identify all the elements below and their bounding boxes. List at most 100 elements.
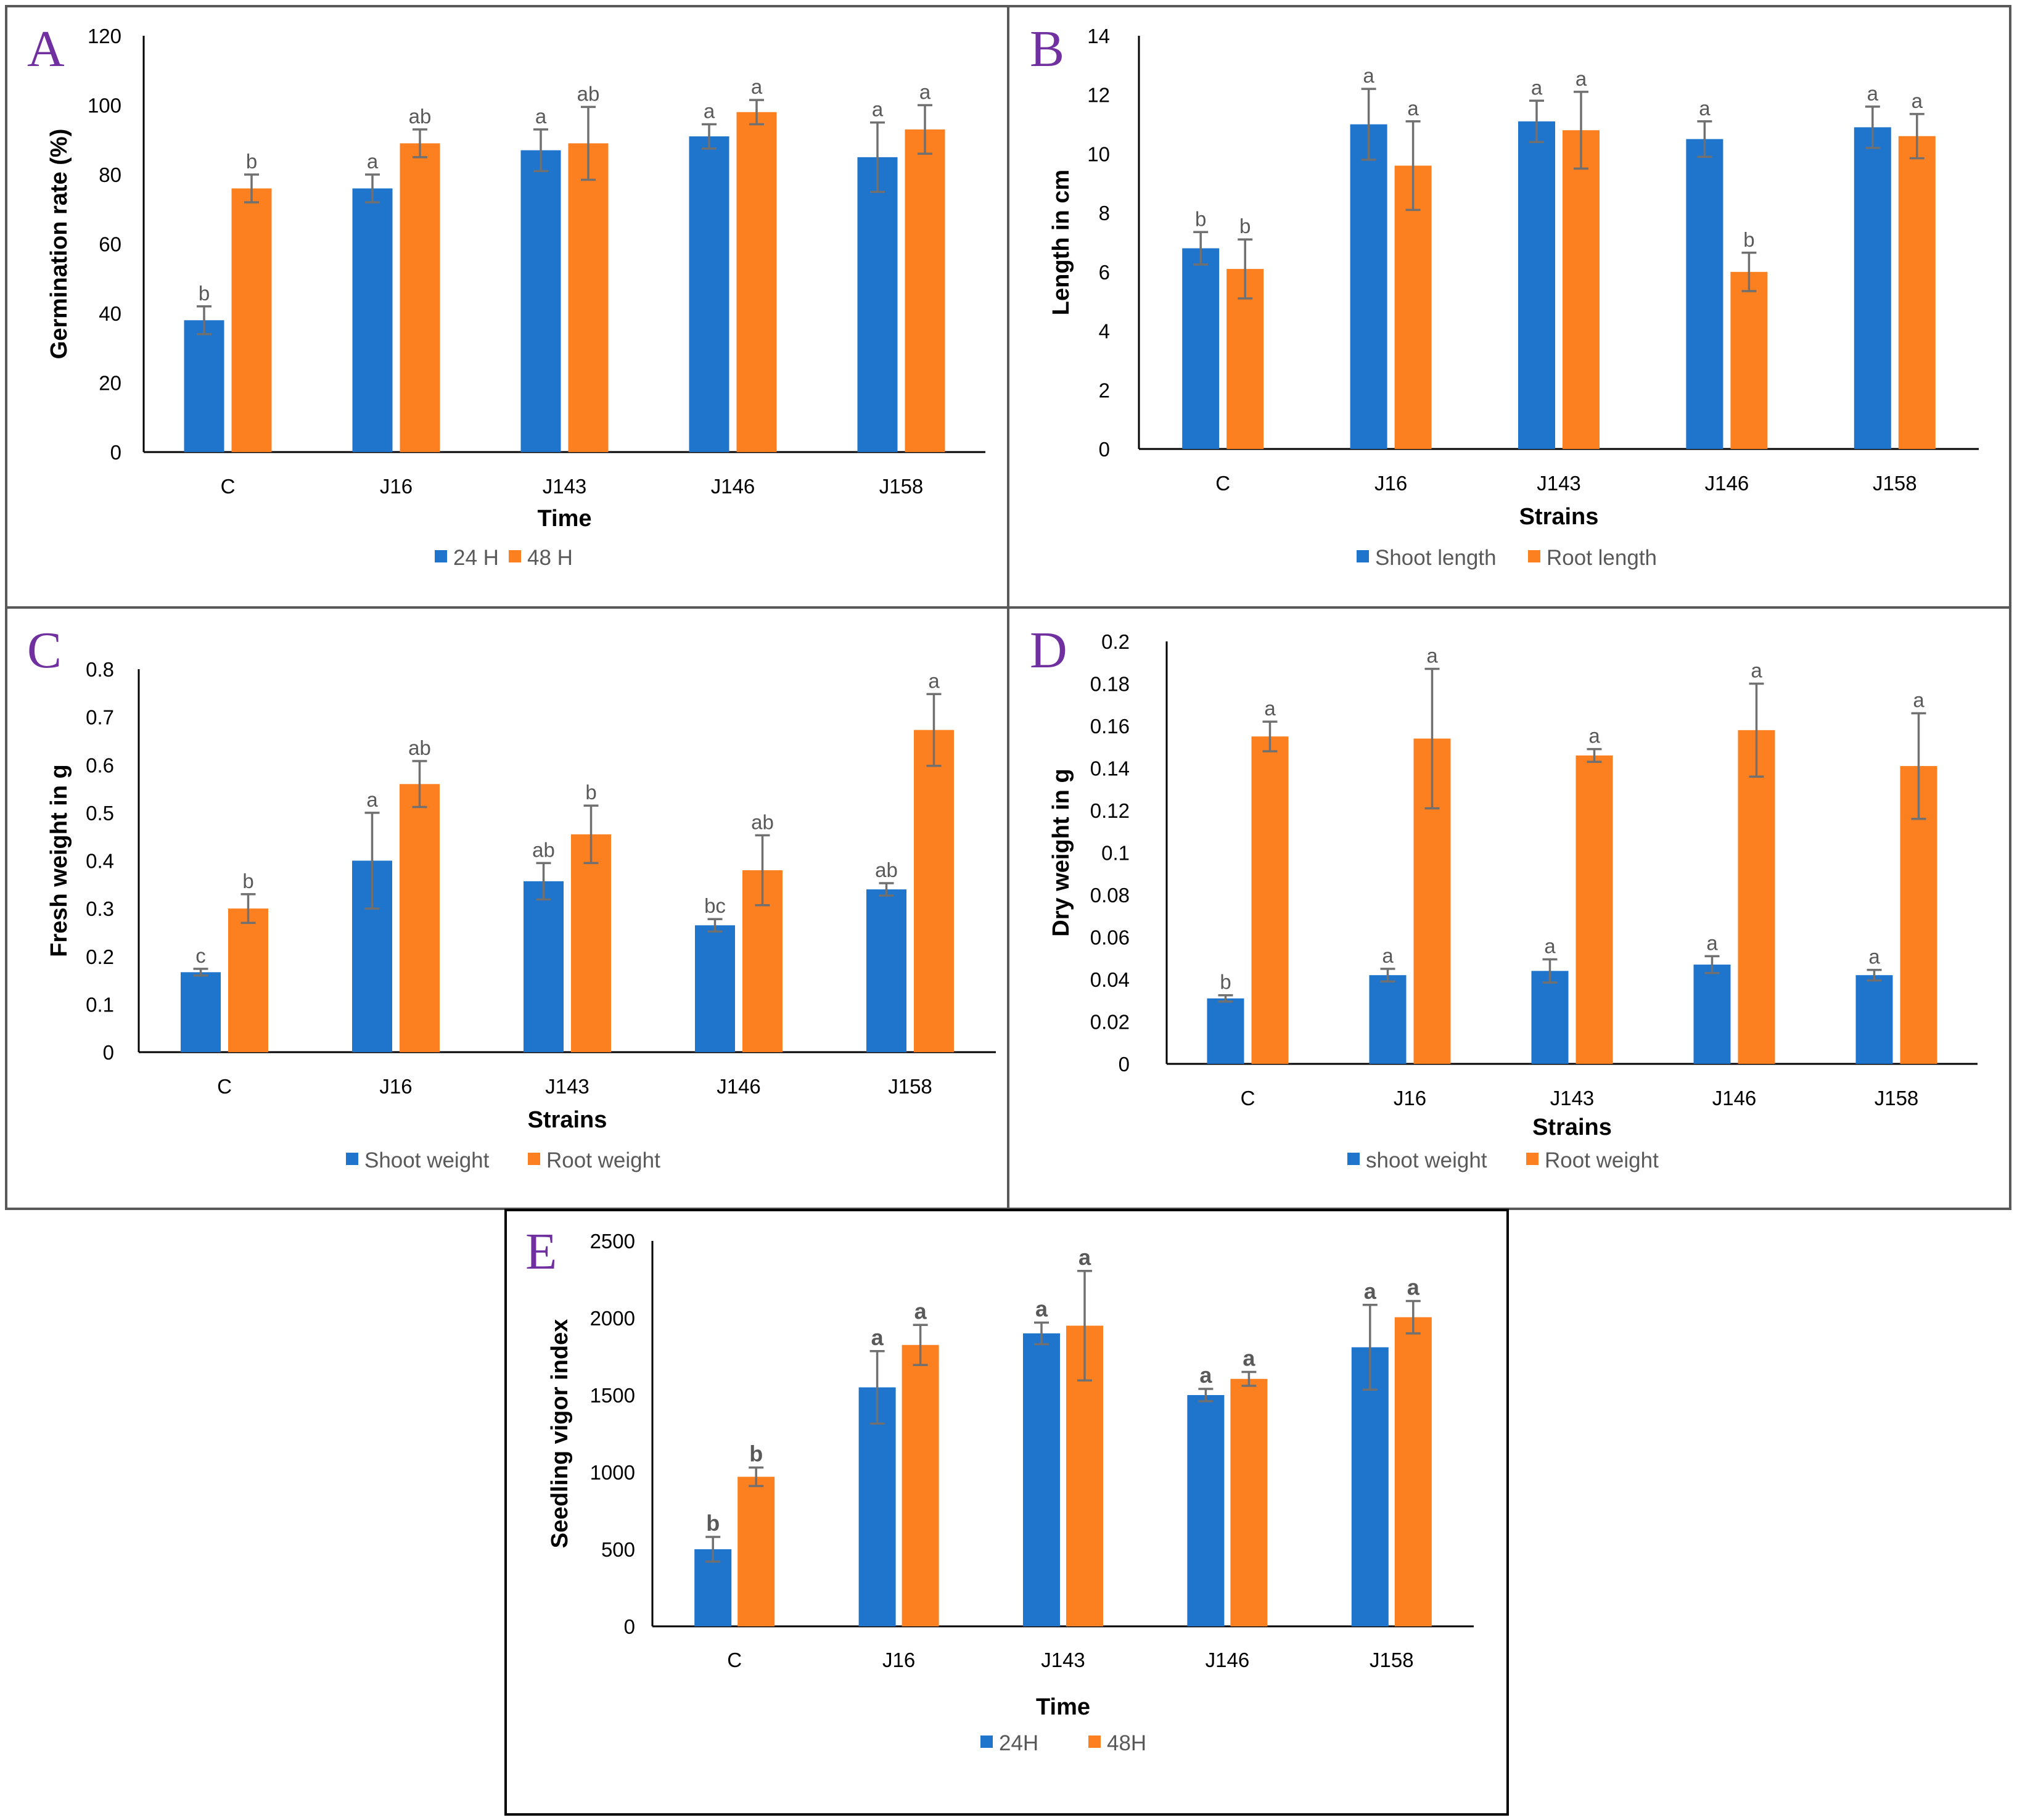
legend-item: 24 H — [435, 546, 499, 570]
significance-label: b — [749, 1441, 763, 1467]
y-tick-label: 0.02 — [1090, 1011, 1130, 1034]
y-tick-label: 0.7 — [86, 706, 114, 729]
y-tick-label: 2500 — [590, 1230, 635, 1253]
bar-a-s1-j158 — [857, 157, 898, 452]
legend-swatch — [509, 550, 521, 562]
x-tick-label: J146 — [1206, 1649, 1250, 1671]
significance-label: ab — [408, 736, 431, 759]
bar-b-s1-c — [1182, 248, 1220, 449]
significance-label: a — [1199, 1362, 1212, 1388]
y-tick-label: 0 — [624, 1615, 635, 1638]
panel-letter: D — [1030, 622, 1067, 679]
legend-label: 24 H — [453, 546, 499, 570]
bar-c-s2-c — [228, 908, 268, 1052]
x-tick-label: J16 — [379, 1075, 412, 1098]
x-tick-label: J143 — [545, 1075, 589, 1098]
y-axis-title: Length in cm — [1048, 170, 1074, 315]
significance-label: ab — [875, 859, 898, 881]
legend-swatch — [1088, 1736, 1101, 1748]
significance-label: b — [706, 1510, 720, 1536]
y-tick-label: 1000 — [590, 1461, 635, 1484]
significance-label: a — [1531, 76, 1543, 99]
legend-item: Shoot length — [1357, 546, 1497, 570]
x-tick-label: J143 — [1550, 1087, 1595, 1110]
significance-label: a — [919, 81, 931, 104]
bar-c-s1-j143 — [524, 881, 564, 1052]
legend-item: Root length — [1528, 546, 1657, 570]
x-tick-label: J158 — [1370, 1649, 1414, 1671]
significance-label: a — [1699, 97, 1711, 120]
significance-label: a — [1407, 97, 1419, 120]
significance-label: c — [195, 944, 206, 967]
x-axis-title: Strains — [528, 1107, 607, 1133]
bar-d-s2-c — [1251, 736, 1289, 1064]
x-tick-label: J16 — [1374, 472, 1407, 495]
significance-label: a — [1078, 1245, 1091, 1270]
x-tick-label: C — [727, 1649, 742, 1671]
chart-panel-e: E 0 500 1000 1500 2000 2500 b b Ca a J16 a a J143 a a J14… — [525, 1223, 1474, 1755]
y-tick-label: 2000 — [590, 1307, 635, 1330]
y-tick-label: 0.2 — [86, 945, 114, 968]
legend-label: Root weight — [546, 1148, 660, 1172]
y-tick-label: 0 — [1119, 1053, 1130, 1076]
legend-swatch — [1347, 1153, 1360, 1165]
x-tick-label: J158 — [888, 1075, 932, 1098]
charts: A020406080100120bbCaabJ16aabJ143aaJ146aa… — [27, 20, 1979, 1755]
y-tick-label: 60 — [99, 233, 121, 256]
legend-label: Shoot weight — [364, 1148, 490, 1172]
legend-swatch — [1357, 550, 1369, 562]
legend-item: 48 H — [509, 546, 573, 570]
significance-label: a — [366, 788, 378, 811]
bar-d-s1-j143 — [1531, 971, 1569, 1064]
y-tick-label: 0.1 — [1101, 842, 1130, 865]
x-tick-label: J143 — [543, 475, 587, 498]
bar-e-s1-j143 — [1023, 1333, 1060, 1626]
significance-label: ab — [409, 105, 432, 128]
y-tick-label: 0 — [103, 1041, 114, 1064]
y-tick-label: 0.5 — [86, 802, 114, 825]
legend-item: shoot weight — [1347, 1148, 1487, 1172]
significance-label: a — [751, 75, 763, 98]
significance-label: a — [1706, 931, 1718, 954]
bar-c-s2-j16 — [400, 784, 440, 1052]
x-tick-label: C — [221, 475, 236, 498]
legend-swatch — [528, 1153, 540, 1165]
bar-e-s2-j158 — [1394, 1317, 1432, 1626]
panel-d-frame — [1007, 606, 2011, 1210]
bar-e-s2-j146 — [1230, 1378, 1268, 1626]
y-tick-label: 10 — [1087, 142, 1110, 165]
bar-e-s1-j146 — [1187, 1395, 1225, 1626]
bar-d-s1-j16 — [1369, 975, 1407, 1064]
y-tick-label: 500 — [601, 1538, 635, 1561]
y-tick-label: 0.14 — [1090, 757, 1130, 780]
significance-label: a — [871, 1325, 884, 1350]
bar-c-s2-j158 — [914, 730, 954, 1052]
bar-a-s2-j158 — [905, 129, 945, 452]
significance-label: b — [1743, 228, 1754, 251]
significance-label: a — [1544, 934, 1556, 957]
significance-label: a — [1867, 82, 1879, 105]
bar-c-s1-j146 — [695, 925, 735, 1052]
y-tick-label: 0.2 — [1101, 630, 1130, 653]
bar-b-s1-j16 — [1350, 124, 1387, 450]
y-axis-title: Fresh weight in g — [46, 764, 72, 957]
y-tick-label: 8 — [1099, 202, 1110, 224]
y-tick-label: 0.12 — [1090, 799, 1130, 822]
bar-e-s1-j158 — [1351, 1347, 1389, 1626]
legend-swatch — [435, 550, 447, 562]
legend-item: 48H — [1088, 1731, 1146, 1755]
y-tick-label: 0.08 — [1090, 884, 1130, 907]
x-tick-label: J146 — [1712, 1087, 1757, 1110]
panel-c-frame — [5, 606, 1009, 1210]
legend-item: Shoot weight — [346, 1148, 490, 1172]
bar-b-s2-j16 — [1394, 165, 1432, 449]
y-axis-title: Germination rate (%) — [46, 129, 72, 360]
y-tick-label: 4 — [1099, 320, 1110, 343]
legend-label: Root length — [1547, 546, 1657, 570]
legend-label: Shoot length — [1375, 546, 1497, 570]
chart-panel-c: C 0 0.1 0.2 0.3 0.4 0.5 0.6 0.7 0.8 c b Ca ab J16 ab b J1… — [27, 622, 996, 1172]
panel-letter: E — [525, 1223, 557, 1280]
y-tick-label: 0.4 — [86, 850, 114, 873]
bar-a-s1-c — [184, 320, 224, 452]
